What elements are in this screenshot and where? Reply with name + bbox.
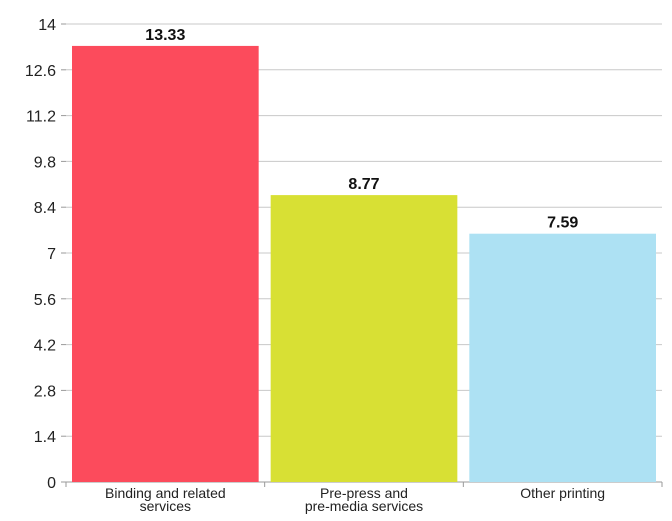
- y-tick-label: 8.4: [34, 200, 56, 217]
- data-label: 13.33: [145, 27, 185, 44]
- y-tick-label: 9.8: [34, 154, 56, 171]
- x-tick-label: pre-media services: [305, 498, 423, 514]
- bar: [72, 45, 259, 482]
- bar: [270, 195, 458, 483]
- y-tick-label: 1.4: [34, 429, 56, 446]
- bar: [469, 233, 656, 482]
- data-label: 7.59: [547, 215, 578, 232]
- y-tick-label: 11.2: [26, 109, 56, 126]
- y-tick-label: 2.8: [34, 383, 56, 400]
- y-axis: 0 1.4 2.8 4.2 5.6 7 8.4 9.8 11.2 12.6 14: [25, 17, 66, 492]
- x-tick-label: Pre-press and: [320, 485, 408, 501]
- x-tick-label: services: [140, 498, 191, 514]
- data-labels: 13.33 8.77 7.59: [145, 27, 578, 232]
- data-label: 8.77: [348, 176, 379, 193]
- y-tick-label: 12.6: [25, 63, 56, 80]
- bars: [72, 45, 656, 483]
- y-tick-label: 14: [38, 17, 56, 34]
- y-tick-label: 0: [47, 475, 56, 492]
- y-tick-label: 7: [47, 246, 56, 263]
- x-tick-label: Binding and related: [105, 485, 226, 501]
- y-tick-label: 4.2: [34, 338, 56, 355]
- y-tick-label: 5.6: [34, 292, 56, 309]
- x-tick-label: Other printing: [520, 485, 605, 501]
